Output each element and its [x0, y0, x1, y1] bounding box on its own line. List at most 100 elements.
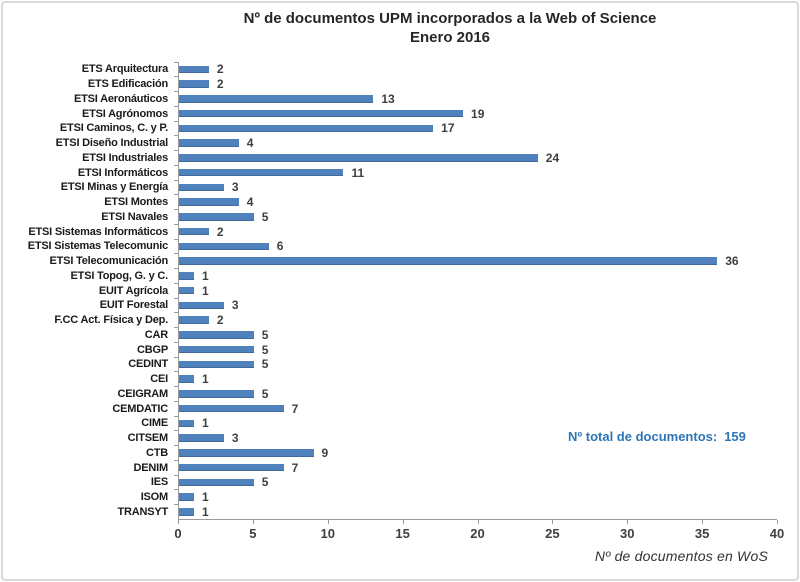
x-axis: 0 5 10 15 20 25 30 35 40 [174, 519, 784, 549]
bar-row: 7 [174, 400, 777, 416]
x-tick-label: 40 [769, 526, 785, 542]
chart-subtitle: Enero 2016 [409, 29, 491, 46]
x-tick-label: 25 [545, 526, 560, 542]
category-label: ETSI Aeronáuticos [74, 92, 168, 105]
bar-value-label: 5 [261, 209, 269, 224]
bar-value-label: 5 [261, 475, 269, 490]
category-label: ETSI Informáticos [77, 166, 168, 179]
bar-row: 3 [174, 297, 777, 313]
bar-value-label: 7 [291, 460, 299, 475]
x-tick-mark [702, 520, 704, 525]
bar-row: 5 [174, 386, 777, 402]
bar-value-label: 2 [216, 313, 224, 328]
bar-row: 17 [174, 120, 777, 136]
bar-value-label: 11 [351, 165, 365, 180]
bar-value-label: 5 [261, 386, 269, 401]
bar-row: 5 [174, 474, 777, 490]
x-tick-label: 10 [320, 526, 335, 542]
bar [179, 95, 374, 103]
bar [179, 508, 194, 516]
bar-value-label: 24 [545, 150, 560, 165]
bar-value-label: 1 [201, 416, 209, 431]
bar-row: 3 [174, 179, 777, 195]
category-label: CITSEM [127, 432, 169, 445]
chart-title-block: Nº de documentos UPM incorporados a la W… [100, 9, 800, 47]
category-label: ETSI Telecomunicación [49, 255, 169, 268]
bar-row: 3 [174, 430, 777, 446]
category-label: ETSI Navales [101, 210, 168, 223]
category-label: CTB [145, 446, 168, 459]
bar-value-label: 3 [231, 431, 239, 446]
bar-value-label: 5 [261, 327, 269, 342]
bar-value-label: 5 [261, 357, 269, 372]
bar-value-label: 1 [201, 504, 209, 519]
bar [179, 154, 538, 162]
bar-row: 1 [174, 282, 777, 298]
bar-row: 19 [174, 105, 777, 121]
category-label: ETSI Sistemas Telecomunic [27, 240, 168, 253]
bar [179, 242, 269, 251]
bar-row: 5 [174, 356, 777, 372]
bar-value-label: 6 [276, 239, 284, 254]
bar [179, 198, 239, 206]
x-tick-mark [777, 520, 778, 525]
bar-value-label: 2 [216, 62, 224, 77]
bar-value-label: 9 [321, 445, 329, 460]
total-annotation-label: Nº total de documentos: [568, 429, 718, 444]
category-label: ETSI Diseño Industrial [55, 137, 169, 150]
bar-row: 5 [174, 209, 777, 225]
x-tick-mark [627, 520, 629, 525]
bar [179, 139, 239, 147]
bar [179, 345, 254, 354]
bar-value-label: 3 [231, 180, 239, 195]
bar-row: 1 [174, 504, 777, 520]
bar-value-label: 4 [246, 136, 254, 151]
category-label: ISOM [140, 491, 169, 504]
bar-value-label: 1 [201, 283, 209, 298]
category-label: EUIT Agrícola [98, 284, 168, 297]
x-tick-mark [402, 520, 404, 525]
bar-row: 2 [174, 76, 777, 92]
chart-title: Nº de documentos UPM incorporados a la W… [243, 10, 657, 27]
category-label: CAR [144, 328, 168, 341]
bar [179, 404, 284, 413]
bar-value-label: 2 [216, 77, 224, 92]
category-label: CEMDATIC [112, 402, 168, 415]
bar-row: 7 [174, 459, 777, 475]
bar-row: 2 [174, 61, 777, 77]
bar [179, 449, 314, 457]
bar [179, 168, 344, 177]
bar [179, 478, 254, 487]
bar-value-label: 1 [201, 372, 209, 387]
bar [179, 227, 209, 236]
category-label: DENIM [133, 461, 169, 474]
bar-value-label: 1 [201, 268, 209, 283]
category-label: IES [150, 476, 168, 489]
bar [179, 301, 224, 310]
bar-value-label: 19 [471, 106, 485, 121]
bar-row: 9 [174, 445, 777, 461]
bar [179, 419, 194, 428]
category-label: ETSI Sistemas Informáticos [28, 225, 168, 238]
category-label: EUIT Forestal [99, 299, 169, 312]
bar-value-label: 2 [216, 224, 224, 239]
total-annotation: Nº total de documentos: 159 [568, 429, 746, 444]
category-label: TRANSYT [117, 505, 168, 518]
bar-value-label: 13 [381, 91, 395, 106]
bar [179, 331, 254, 339]
category-label: ETSI Minas y Energía [60, 181, 168, 194]
bar-value-label: 5 [261, 342, 269, 357]
category-label: ETSI Agrónomos [81, 107, 168, 120]
bar-value-label: 17 [441, 121, 455, 136]
bar [179, 286, 194, 295]
bar-row: 1 [174, 268, 777, 284]
category-label: ETSI Caminos, C. y P. [59, 122, 168, 135]
x-tick-mark [252, 520, 254, 525]
bar [179, 213, 254, 221]
x-tick-mark [178, 520, 179, 525]
bar-row: 1 [174, 415, 777, 431]
bar-row: 11 [174, 164, 777, 180]
bar-value-label: 3 [231, 298, 239, 313]
x-tick-label: 30 [620, 526, 635, 542]
